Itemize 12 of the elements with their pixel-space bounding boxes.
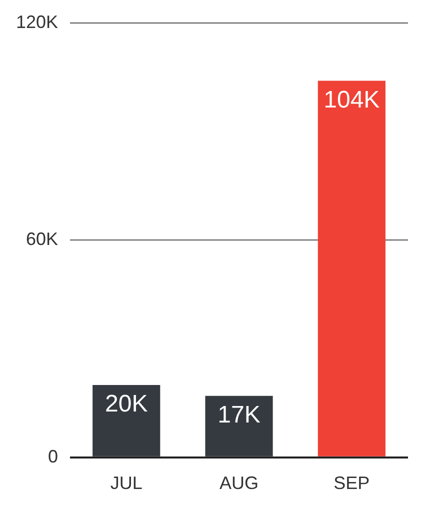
bar: [205, 396, 273, 456]
y-tick-label: 120K: [16, 12, 58, 32]
data-label: 17K: [218, 401, 260, 428]
y-tick-label: 0: [48, 446, 58, 466]
x-tick-label: JUL: [110, 473, 142, 494]
x-tick-label: SEP: [334, 473, 370, 494]
data-label: 20K: [105, 390, 148, 418]
y-tick-label: 60K: [26, 229, 58, 250]
x-tick-label: AUG: [220, 473, 259, 494]
bar: [318, 80, 386, 456]
data-label: 104K: [324, 86, 380, 114]
bar: [92, 384, 160, 456]
